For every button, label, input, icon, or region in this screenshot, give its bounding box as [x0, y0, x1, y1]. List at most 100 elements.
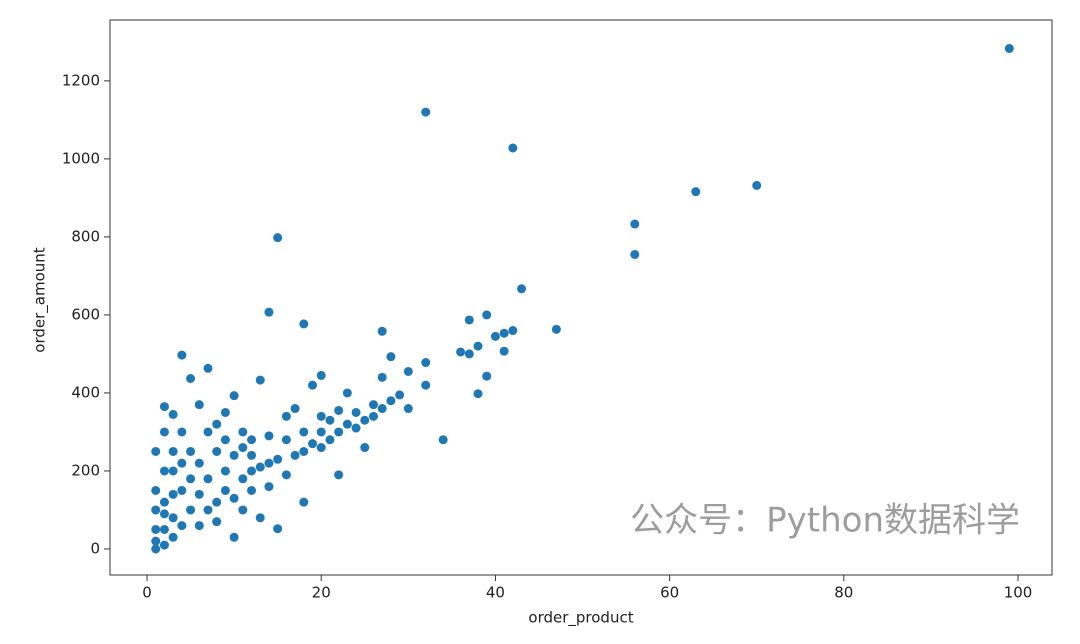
point — [212, 517, 222, 527]
point — [368, 400, 378, 410]
point — [247, 466, 257, 476]
point — [281, 435, 291, 445]
point — [273, 233, 283, 243]
point — [464, 315, 474, 325]
point — [203, 427, 213, 437]
point — [473, 341, 483, 351]
point — [247, 435, 257, 445]
point — [630, 219, 640, 229]
point — [159, 466, 169, 476]
point — [238, 443, 248, 453]
point — [342, 419, 352, 429]
point — [264, 431, 274, 441]
point — [203, 363, 213, 373]
point — [386, 352, 396, 362]
point — [255, 513, 265, 523]
point — [151, 446, 161, 456]
point — [151, 505, 161, 515]
point — [325, 415, 335, 425]
point — [316, 411, 326, 421]
point — [316, 370, 326, 380]
point — [159, 427, 169, 437]
point — [151, 544, 161, 554]
point — [238, 427, 248, 437]
y-tick-label: 0 — [90, 539, 100, 557]
y-tick-label: 200 — [71, 461, 100, 479]
point — [194, 400, 204, 410]
point — [517, 284, 527, 294]
point — [299, 319, 309, 329]
point — [551, 324, 561, 334]
y-tick-label: 800 — [71, 227, 100, 245]
point — [168, 466, 178, 476]
point — [177, 350, 187, 360]
point — [220, 466, 230, 476]
point — [482, 371, 492, 381]
point — [159, 509, 169, 519]
point — [508, 143, 518, 153]
y-tick-label: 1200 — [62, 71, 100, 89]
point — [159, 497, 169, 507]
point — [360, 415, 370, 425]
point — [403, 404, 413, 414]
point — [630, 249, 640, 259]
x-tick-label: 100 — [1004, 584, 1033, 602]
point — [473, 389, 483, 399]
point — [264, 482, 274, 492]
point — [247, 485, 257, 495]
point — [194, 458, 204, 468]
point — [421, 358, 431, 368]
point — [159, 524, 169, 534]
point — [334, 405, 344, 415]
point — [238, 505, 248, 515]
point — [229, 532, 239, 542]
point — [691, 187, 701, 197]
x-tick-label: 40 — [486, 584, 505, 602]
point — [177, 458, 187, 468]
point — [351, 407, 361, 417]
point — [177, 427, 187, 437]
point — [299, 497, 309, 507]
point — [220, 407, 230, 417]
point — [194, 489, 204, 499]
x-axis-label: order_product — [528, 609, 633, 628]
point — [151, 536, 161, 546]
point — [395, 390, 405, 400]
point — [273, 524, 283, 534]
point — [316, 427, 326, 437]
point — [351, 423, 361, 433]
point — [212, 419, 222, 429]
point — [377, 404, 387, 414]
point — [238, 474, 248, 484]
point — [290, 404, 300, 414]
point — [229, 493, 239, 503]
point — [281, 470, 291, 480]
point — [220, 485, 230, 495]
x-tick-label: 80 — [834, 584, 853, 602]
point — [168, 446, 178, 456]
x-tick-label: 60 — [660, 584, 679, 602]
point — [168, 409, 178, 419]
point — [186, 505, 196, 515]
point — [438, 435, 448, 445]
y-axis-label: order_amount — [31, 247, 50, 352]
point — [299, 446, 309, 456]
x-tick-label: 0 — [142, 584, 152, 602]
y-tick-label: 400 — [71, 383, 100, 401]
point — [342, 388, 352, 398]
point — [186, 446, 196, 456]
point — [203, 505, 213, 515]
point — [421, 107, 431, 117]
point — [168, 513, 178, 523]
x-tick-label: 20 — [312, 584, 331, 602]
point — [273, 454, 283, 464]
point — [377, 372, 387, 382]
point — [377, 326, 387, 336]
point — [308, 380, 318, 390]
point — [264, 307, 274, 317]
point — [186, 374, 196, 384]
point — [334, 470, 344, 480]
point — [255, 375, 265, 385]
plot-frame — [109, 19, 1053, 576]
